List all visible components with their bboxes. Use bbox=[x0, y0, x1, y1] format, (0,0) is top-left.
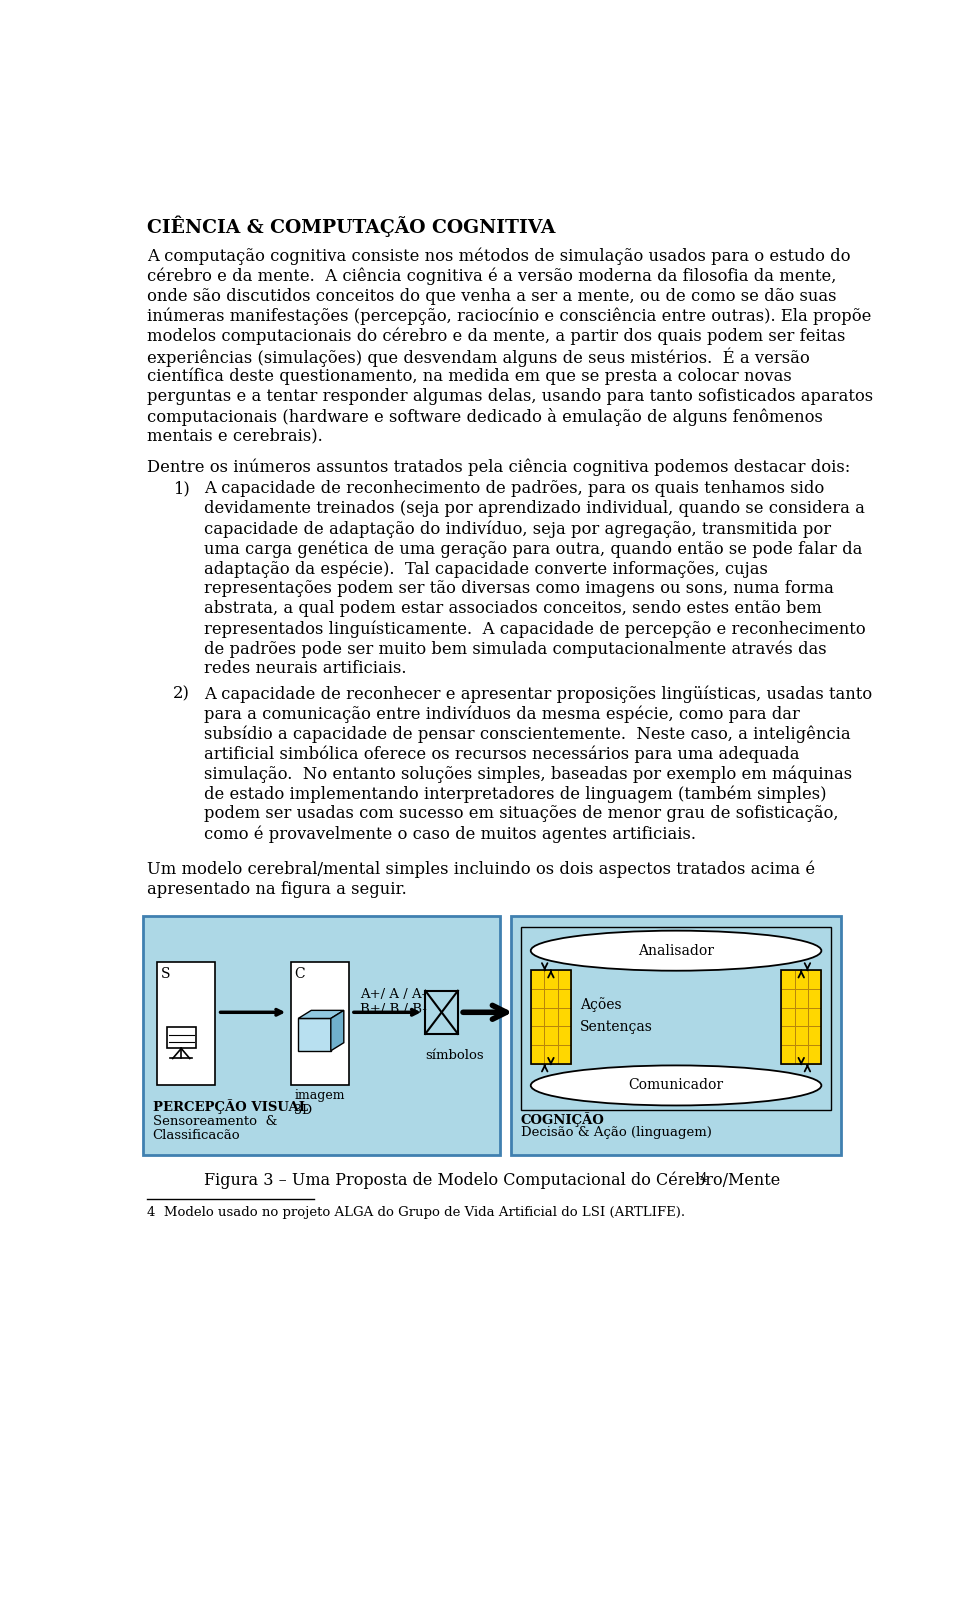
FancyBboxPatch shape bbox=[558, 1008, 571, 1027]
Text: redes neurais artificiais.: redes neurais artificiais. bbox=[204, 660, 406, 678]
Polygon shape bbox=[299, 1011, 344, 1019]
Text: subsídio a capacidade de pensar conscientemente.  Neste caso, a inteligência: subsídio a capacidade de pensar conscien… bbox=[204, 726, 851, 743]
Text: 1): 1) bbox=[173, 481, 189, 497]
FancyBboxPatch shape bbox=[558, 1045, 571, 1064]
Text: C: C bbox=[295, 968, 305, 980]
Text: A capacidade de reconhecer e apresentar proposições lingüísticas, usadas tanto: A capacidade de reconhecer e apresentar … bbox=[204, 686, 872, 703]
FancyBboxPatch shape bbox=[795, 969, 808, 988]
Text: abstrata, a qual podem estar associados conceitos, sendo estes então bem: abstrata, a qual podem estar associados … bbox=[204, 601, 822, 617]
Text: PERCEPÇÃO VISUAL: PERCEPÇÃO VISUAL bbox=[153, 1099, 307, 1113]
FancyBboxPatch shape bbox=[544, 969, 558, 988]
FancyBboxPatch shape bbox=[157, 963, 215, 1086]
Text: simulação.  No entanto soluções simples, baseadas por exemplo em máquinas: simulação. No entanto soluções simples, … bbox=[204, 766, 852, 783]
Text: podem ser usadas com sucesso em situações de menor grau de sofisticação,: podem ser usadas com sucesso em situaçõe… bbox=[204, 806, 838, 822]
Text: artificial simbólica oferece os recursos necessários para uma adequada: artificial simbólica oferece os recursos… bbox=[204, 745, 799, 763]
FancyBboxPatch shape bbox=[781, 1045, 795, 1064]
FancyBboxPatch shape bbox=[795, 1045, 808, 1064]
FancyBboxPatch shape bbox=[531, 1045, 544, 1064]
Text: 4  Modelo usado no projeto ALGA do Grupo de Vida Artificial do LSI (ARTLIFE).: 4 Modelo usado no projeto ALGA do Grupo … bbox=[147, 1206, 685, 1219]
Text: 2): 2) bbox=[173, 686, 189, 702]
Text: devidamente treinados (seja por aprendizado individual, quando se considera a: devidamente treinados (seja por aprendiz… bbox=[204, 500, 865, 517]
FancyBboxPatch shape bbox=[808, 1008, 822, 1027]
FancyBboxPatch shape bbox=[808, 1027, 822, 1045]
FancyBboxPatch shape bbox=[544, 1027, 558, 1045]
Text: 4: 4 bbox=[700, 1171, 708, 1185]
FancyBboxPatch shape bbox=[531, 1008, 544, 1027]
Text: Sensoreamento  &: Sensoreamento & bbox=[153, 1115, 276, 1128]
Text: A capacidade de reconhecimento de padrões, para os quais tenhamos sido: A capacidade de reconhecimento de padrõe… bbox=[204, 481, 824, 497]
FancyBboxPatch shape bbox=[808, 1045, 822, 1064]
FancyBboxPatch shape bbox=[808, 969, 822, 988]
Text: imagem
3D: imagem 3D bbox=[295, 1089, 345, 1117]
FancyBboxPatch shape bbox=[544, 1008, 558, 1027]
Text: COGNIÇÃO: COGNIÇÃO bbox=[520, 1112, 605, 1128]
Text: científica deste questionamento, na medida em que se presta a colocar novas: científica deste questionamento, na medi… bbox=[147, 368, 792, 386]
FancyBboxPatch shape bbox=[291, 963, 348, 1086]
FancyBboxPatch shape bbox=[512, 916, 841, 1155]
Ellipse shape bbox=[531, 931, 822, 971]
Text: Figura 3 – Uma Proposta de Modelo Computacional do Cérebro/Mente: Figura 3 – Uma Proposta de Modelo Comput… bbox=[204, 1171, 780, 1189]
Text: experiências (simulações) que desvendam alguns de seus mistérios.  É a versão: experiências (simulações) que desvendam … bbox=[147, 348, 810, 367]
Text: para a comunicação entre indivíduos da mesma espécie, como para dar: para a comunicação entre indivíduos da m… bbox=[204, 705, 800, 723]
FancyBboxPatch shape bbox=[544, 1045, 558, 1064]
Text: A computação cognitiva consiste nos métodos de simulação usados para o estudo do: A computação cognitiva consiste nos méto… bbox=[147, 248, 851, 266]
FancyBboxPatch shape bbox=[781, 1027, 795, 1045]
Text: Dentre os inúmeros assuntos tratados pela ciência cognitiva podemos destacar doi: Dentre os inúmeros assuntos tratados pel… bbox=[147, 458, 851, 476]
Text: como é provavelmente o caso de muitos agentes artificiais.: como é provavelmente o caso de muitos ag… bbox=[204, 825, 696, 843]
Text: onde são discutidos conceitos do que venha a ser a mente, ou de como se dão suas: onde são discutidos conceitos do que ven… bbox=[147, 288, 836, 304]
FancyBboxPatch shape bbox=[531, 969, 544, 988]
Text: Comunicador: Comunicador bbox=[629, 1078, 724, 1093]
Text: inúmeras manifestações (percepção, raciocínio e consciência entre outras). Ela p: inúmeras manifestações (percepção, racio… bbox=[147, 308, 872, 325]
Text: S: S bbox=[161, 968, 171, 980]
Polygon shape bbox=[299, 1019, 331, 1051]
FancyBboxPatch shape bbox=[795, 1027, 808, 1045]
FancyBboxPatch shape bbox=[781, 969, 795, 988]
Text: A+/ A / A-
B+/ B / B-: A+/ A / A- B+/ B / B- bbox=[360, 988, 427, 1016]
Text: apresentado na figura a seguir.: apresentado na figura a seguir. bbox=[147, 881, 407, 897]
Text: perguntas e a tentar responder algumas delas, usando para tanto sofisticados apa: perguntas e a tentar responder algumas d… bbox=[147, 388, 874, 405]
Ellipse shape bbox=[531, 1065, 822, 1105]
FancyBboxPatch shape bbox=[558, 1027, 571, 1045]
Text: representados linguísticamente.  A capacidade de percepção e reconhecimento: representados linguísticamente. A capaci… bbox=[204, 620, 865, 638]
Text: Sentenças: Sentenças bbox=[581, 1020, 653, 1033]
Text: computacionais (hardware e software dedicado à emulação de alguns fenômenos: computacionais (hardware e software dedi… bbox=[147, 409, 823, 426]
FancyBboxPatch shape bbox=[531, 988, 544, 1008]
Text: modelos computacionais do cérebro e da mente, a partir dos quais podem ser feita: modelos computacionais do cérebro e da m… bbox=[147, 328, 846, 346]
Text: Analisador: Analisador bbox=[638, 944, 714, 958]
Text: CIÊNCIA & COMPUTAÇÃO COGNITIVA: CIÊNCIA & COMPUTAÇÃO COGNITIVA bbox=[147, 215, 556, 237]
FancyBboxPatch shape bbox=[795, 1008, 808, 1027]
FancyBboxPatch shape bbox=[558, 988, 571, 1008]
Text: Ações: Ações bbox=[581, 996, 622, 1012]
FancyBboxPatch shape bbox=[558, 969, 571, 988]
Text: de padrões pode ser muito bem simulada computacionalmente através das: de padrões pode ser muito bem simulada c… bbox=[204, 641, 827, 658]
FancyBboxPatch shape bbox=[531, 1027, 544, 1045]
Text: capacidade de adaptação do indivíduo, seja por agregação, transmitida por: capacidade de adaptação do indivíduo, se… bbox=[204, 521, 830, 538]
FancyBboxPatch shape bbox=[781, 988, 795, 1008]
Polygon shape bbox=[331, 1011, 344, 1051]
Text: adaptação da espécie).  Tal capacidade converte informações, cujas: adaptação da espécie). Tal capacidade co… bbox=[204, 561, 768, 578]
Text: de estado implementando interpretadores de linguagem (também simples): de estado implementando interpretadores … bbox=[204, 785, 827, 803]
Text: uma carga genética de uma geração para outra, quando então se pode falar da: uma carga genética de uma geração para o… bbox=[204, 540, 862, 557]
FancyBboxPatch shape bbox=[795, 988, 808, 1008]
Text: Um modelo cerebral/mental simples incluindo os dois aspectos tratados acima é: Um modelo cerebral/mental simples inclui… bbox=[147, 860, 815, 878]
Text: Decisão & Ação (linguagem): Decisão & Ação (linguagem) bbox=[520, 1126, 711, 1139]
FancyBboxPatch shape bbox=[808, 988, 822, 1008]
Text: Classificacão: Classificacão bbox=[153, 1129, 240, 1142]
Text: mentais e cerebrais).: mentais e cerebrais). bbox=[147, 428, 323, 445]
Text: símbolos: símbolos bbox=[425, 1049, 484, 1062]
FancyBboxPatch shape bbox=[143, 916, 500, 1155]
Text: representações podem ser tão diversas como imagens ou sons, numa forma: representações podem ser tão diversas co… bbox=[204, 580, 833, 598]
FancyBboxPatch shape bbox=[544, 988, 558, 1008]
Text: cérebro e da mente.  A ciência cognitiva é a versão moderna da filosofia da ment: cérebro e da mente. A ciência cognitiva … bbox=[147, 268, 836, 285]
FancyBboxPatch shape bbox=[781, 1008, 795, 1027]
